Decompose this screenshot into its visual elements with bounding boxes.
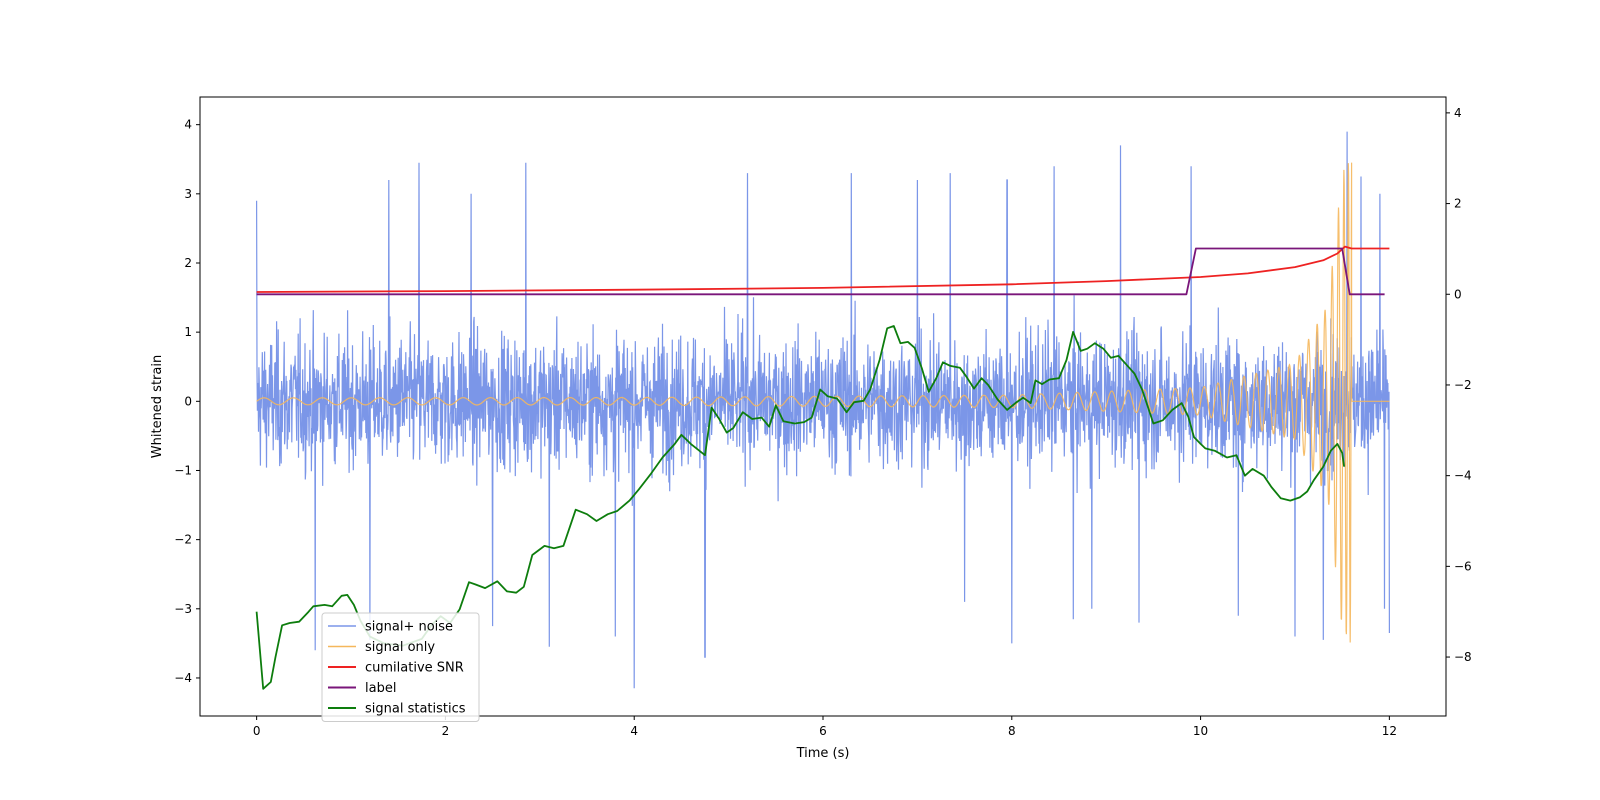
x-tick-label: 4 (630, 724, 638, 738)
y2-tick-label: −4 (1454, 469, 1472, 483)
y2-tick-label: 0 (1454, 287, 1462, 301)
y-tick-label: 1 (184, 325, 192, 339)
x-axis-label: Time (s) (796, 746, 850, 761)
x-tick-label: 10 (1193, 724, 1208, 738)
y2-tick-label: −6 (1454, 559, 1472, 573)
y2-tick-label: −8 (1454, 650, 1472, 664)
y-tick-label: −3 (174, 602, 192, 616)
signal-noise-line (256, 131, 1390, 689)
y-tick-label: −2 (174, 533, 192, 547)
legend-label: label (365, 681, 396, 696)
legend: signal+ noise signal only cumilative SNR la… (321, 612, 480, 722)
y-tick-label: 0 (184, 394, 192, 408)
legend-label: cumilative SNR (365, 661, 464, 676)
y2-tick-label: 4 (1454, 106, 1462, 120)
y-tick-label: 4 (184, 118, 192, 132)
legend-label: signal+ noise (365, 620, 453, 635)
x-tick-label: 6 (819, 724, 827, 738)
signal-only-line (256, 162, 1390, 643)
y-tick-label: −1 (174, 463, 192, 477)
y2-tick-label: −2 (1454, 378, 1472, 392)
legend-box (321, 612, 480, 722)
legend-label: signal statistics (365, 702, 466, 717)
y-axis-label: Whitened strain (150, 355, 165, 458)
y-tick-label: −4 (174, 671, 192, 685)
label-line (256, 247, 1385, 296)
x-tick-label: 2 (442, 724, 450, 738)
y-tick-label: 2 (184, 256, 192, 270)
x-tick-label: 0 (253, 724, 261, 738)
x-tick-label: 12 (1382, 724, 1397, 738)
y2-tick-label: 2 (1454, 197, 1462, 211)
x-tick-label: 8 (1008, 724, 1016, 738)
y-tick-label: 3 (184, 187, 192, 201)
cumilative-snr-line (256, 245, 1390, 293)
legend-label: signal only (365, 640, 435, 655)
